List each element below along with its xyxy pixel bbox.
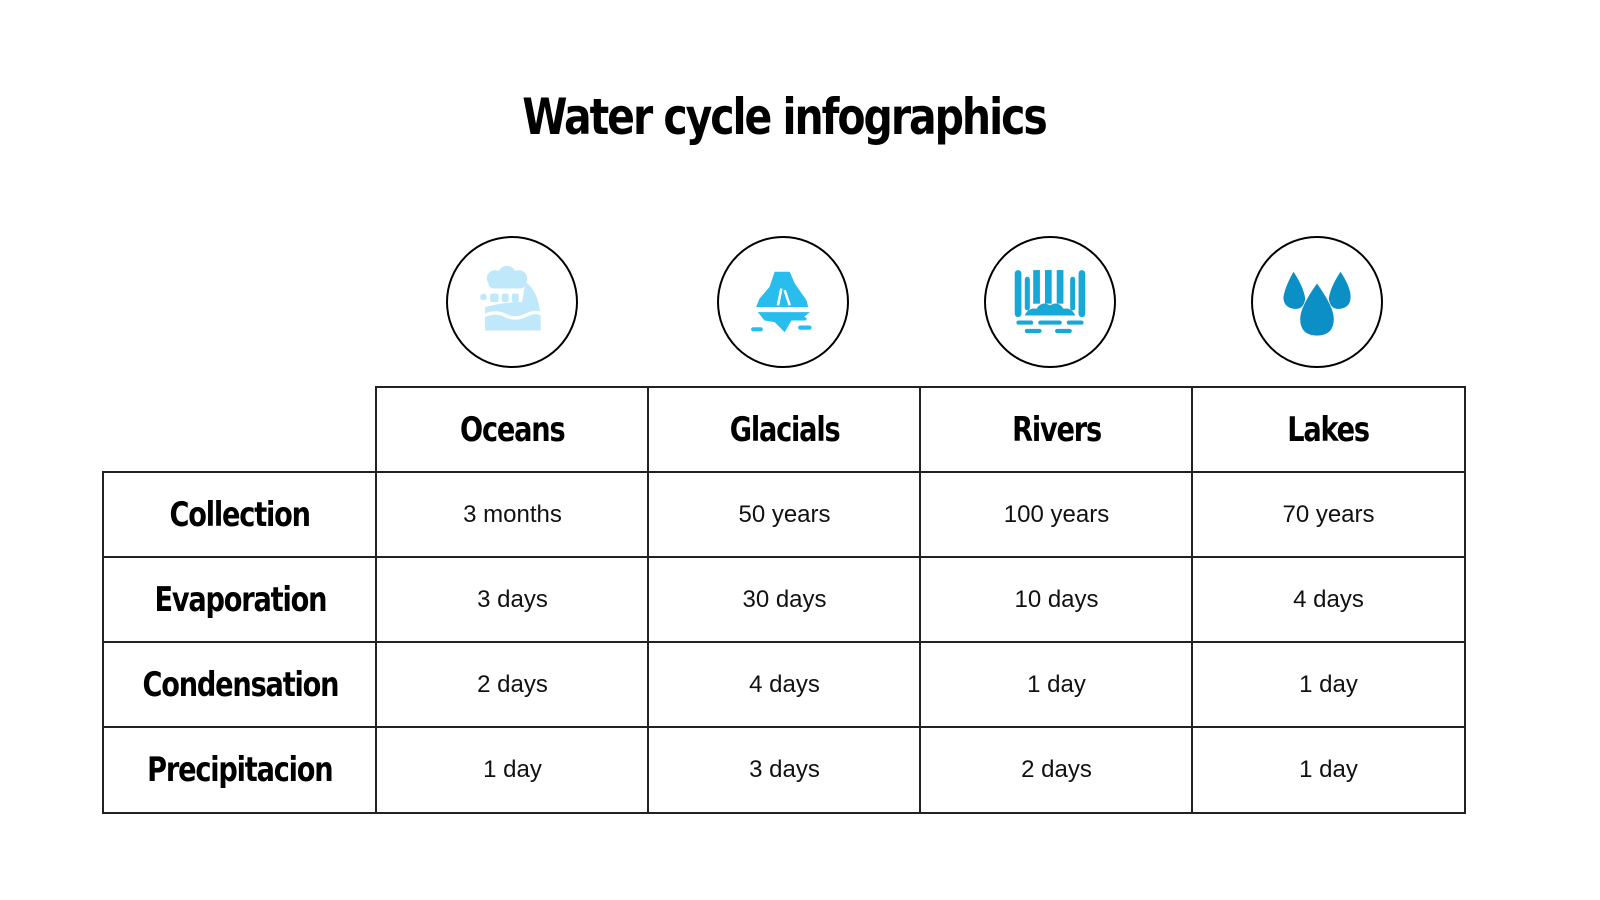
table-cell: 50 years: [647, 471, 922, 559]
ocean-wave-icon: [480, 265, 542, 331]
column-header-oceans: Oceans: [375, 386, 650, 474]
table-cell: 1 day: [375, 726, 650, 814]
table-cell: 10 days: [919, 556, 1194, 644]
row-header-condensation: Condensation: [102, 641, 378, 729]
page-title: Water cycle infographics: [522, 88, 1047, 146]
row-header-label: Precipitacion: [147, 750, 333, 790]
waterfall-icon: [1014, 270, 1086, 334]
table-cell: 1 day: [919, 641, 1194, 729]
lakes-icon-circle: [1251, 236, 1383, 368]
column-header-glacials: Glacials: [647, 386, 922, 474]
table-cell: 100 years: [919, 471, 1194, 559]
table-cell: 3 days: [375, 556, 650, 644]
oceans-icon-circle: [446, 236, 578, 368]
column-header-label: Oceans: [460, 410, 566, 450]
table-cell: 1 day: [1191, 641, 1466, 729]
table-cell: 4 days: [1191, 556, 1466, 644]
column-header-label: Glacials: [729, 410, 841, 450]
row-header-collection: Collection: [102, 471, 378, 559]
table-cell: 30 days: [647, 556, 922, 644]
row-header-precipitacion: Precipitacion: [102, 726, 378, 814]
row-header-evaporation: Evaporation: [102, 556, 378, 644]
table-cell: 3 days: [647, 726, 922, 814]
row-header-label: Collection: [169, 495, 311, 535]
row-header-label: Condensation: [142, 665, 339, 705]
table-cell: 4 days: [647, 641, 922, 729]
column-header-label: Rivers: [1012, 410, 1102, 450]
rivers-icon-circle: [984, 236, 1116, 368]
column-header-label: Lakes: [1287, 410, 1371, 450]
water-drops-icon: [1283, 271, 1351, 336]
glacials-icon-circle: [717, 236, 849, 368]
row-header-label: Evaporation: [154, 580, 327, 620]
column-header-rivers: Rivers: [919, 386, 1194, 474]
table-cell: 3 months: [375, 471, 650, 559]
table-cell: 2 days: [375, 641, 650, 729]
table-cell: 70 years: [1191, 471, 1466, 559]
iceberg-icon: [751, 271, 812, 333]
column-header-lakes: Lakes: [1191, 386, 1466, 474]
table-cell: 1 day: [1191, 726, 1466, 814]
table-cell: 2 days: [919, 726, 1194, 814]
